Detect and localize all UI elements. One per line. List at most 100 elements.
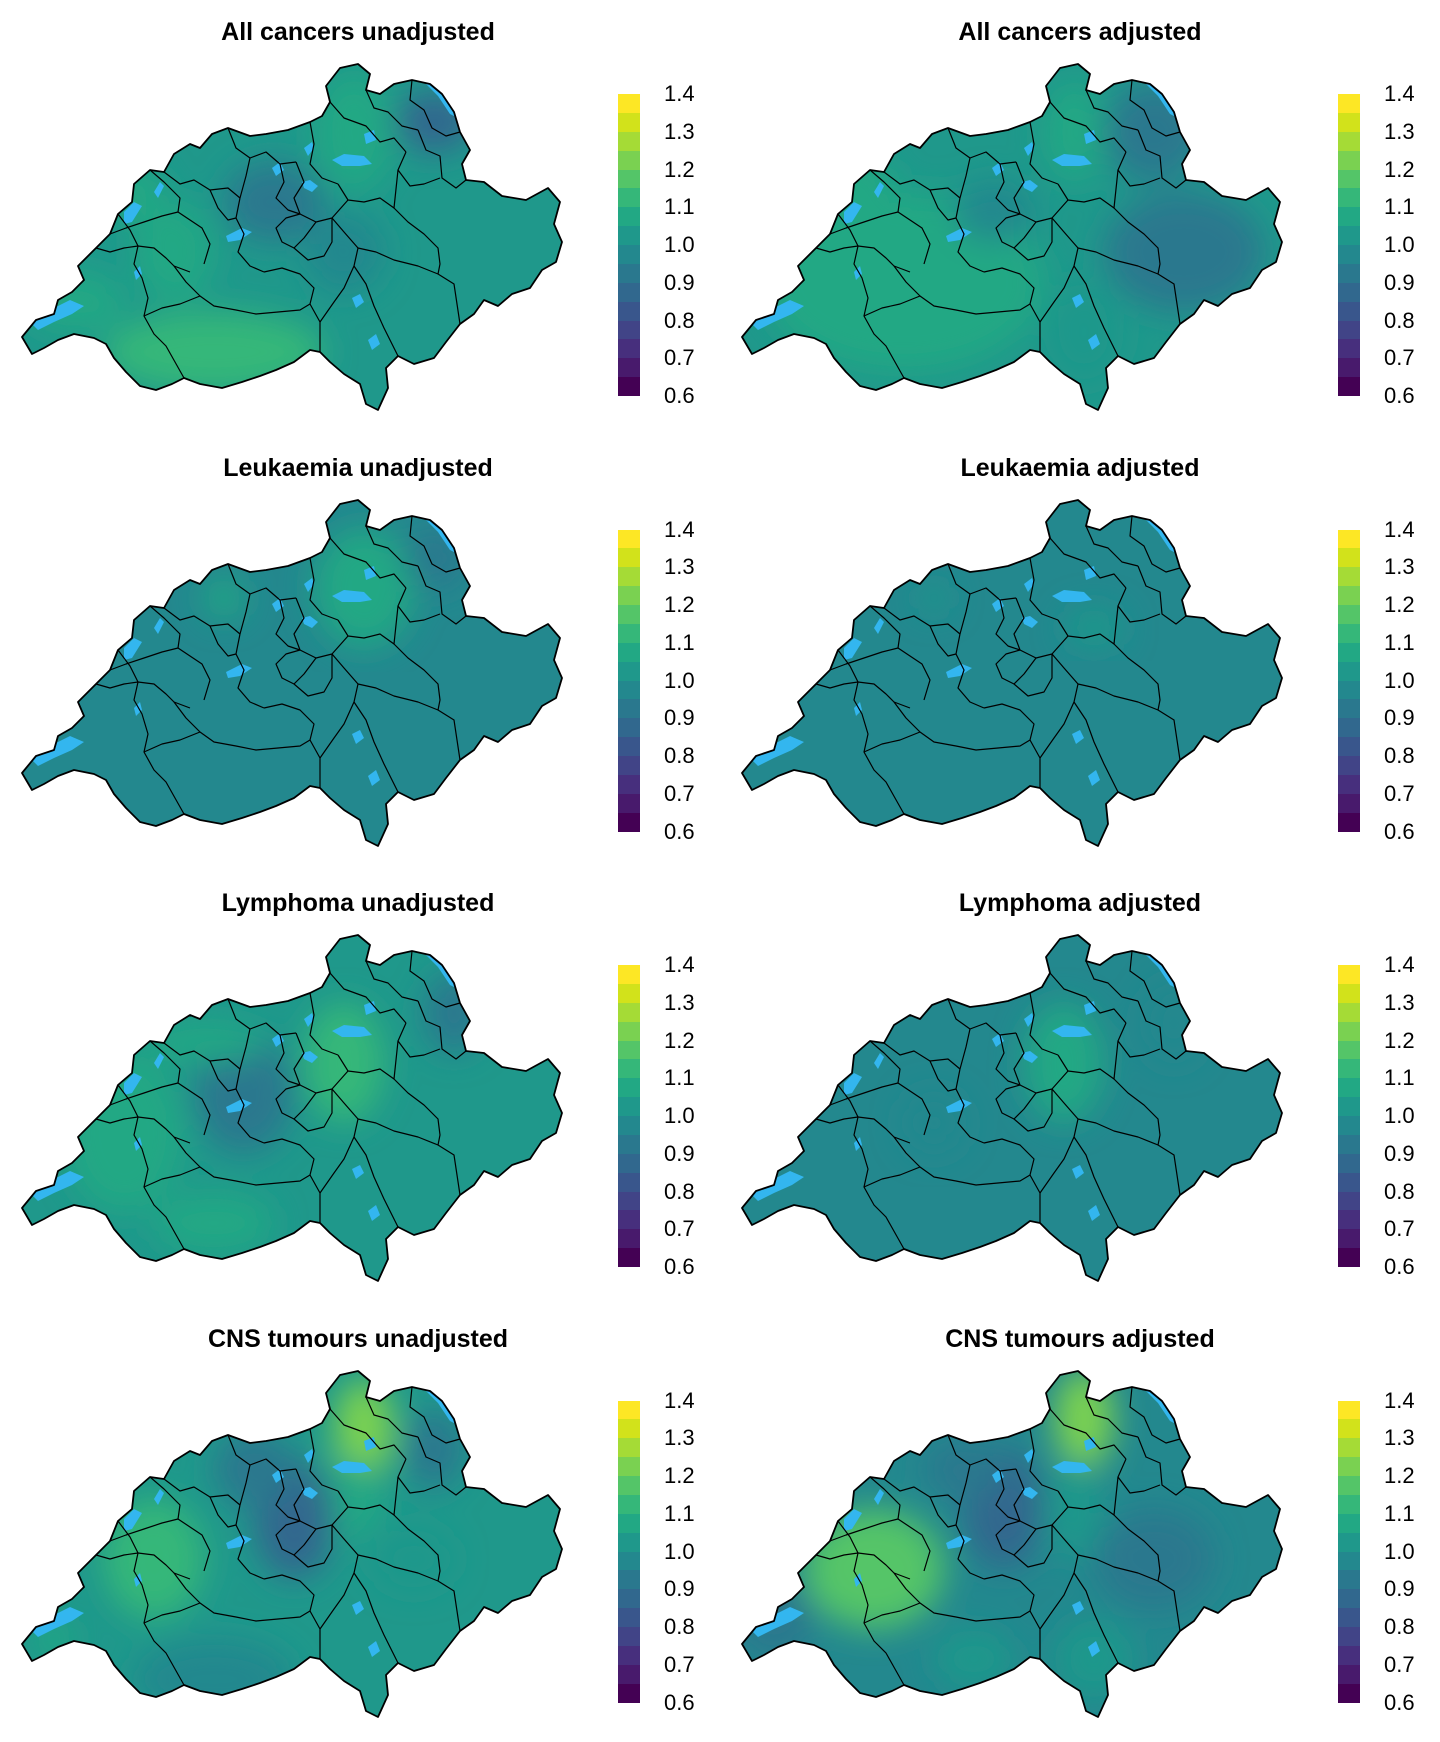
lake (410, 72, 458, 118)
legend-swatch (618, 1002, 640, 1022)
risk-field-blob (918, 583, 950, 612)
legend-swatch (618, 793, 640, 813)
legend-swatch (1338, 1513, 1360, 1533)
lake (992, 1468, 1004, 1483)
canton-border (837, 213, 905, 379)
canton-border (393, 207, 441, 275)
switzerland-map (21, 498, 563, 847)
canton-border (409, 950, 461, 1008)
lake (154, 1053, 164, 1069)
lake (1024, 1448, 1034, 1463)
legend-swatch (618, 150, 640, 170)
canton-border (417, 1436, 467, 1496)
lake (134, 701, 142, 716)
panel-title: All cancers unadjusted (221, 18, 495, 46)
legend-swatch (1338, 1191, 1360, 1211)
lake (352, 1165, 364, 1179)
canton-border (869, 1476, 901, 1519)
lake (154, 617, 164, 634)
canton-border (337, 605, 399, 645)
legend-swatch (618, 1172, 640, 1192)
risk-field-blob (404, 527, 464, 588)
canton-border (883, 607, 961, 634)
legend-swatch (1338, 1116, 1360, 1135)
legend-swatch (618, 623, 640, 643)
legend-colorbar (1338, 94, 1360, 396)
canton-border (857, 680, 911, 709)
legend-swatch (618, 320, 640, 340)
lake (410, 1378, 458, 1425)
lake (1052, 1460, 1092, 1473)
canton-border (143, 295, 201, 317)
legend-swatch (1338, 1532, 1360, 1552)
lake (32, 1606, 84, 1637)
lake (272, 1468, 284, 1483)
legend-swatch (618, 358, 640, 378)
legend-tick-label: 1.2 (1384, 1463, 1415, 1488)
canton-border (947, 998, 1017, 1036)
legend-swatch (1338, 1153, 1360, 1173)
canton-border (239, 1464, 251, 1505)
legend-tick-label: 0.9 (664, 1576, 695, 1602)
legend-swatch (618, 983, 640, 1003)
canton-border (883, 1042, 961, 1070)
legend-tick-label: 1.4 (664, 81, 695, 106)
lake (1072, 1600, 1084, 1615)
legend-swatch (1338, 226, 1360, 245)
canton-border (1113, 207, 1161, 275)
legend-swatch (618, 567, 640, 587)
canton-border (1085, 960, 1139, 1002)
legend-tick-label: 1.3 (1384, 1425, 1415, 1451)
legend-swatch (618, 1551, 640, 1571)
canton-border (1049, 101, 1127, 153)
legend-swatch (1338, 1627, 1360, 1646)
legend-swatch (618, 282, 640, 302)
lake (752, 1606, 804, 1637)
legend-tick-label: 0.8 (664, 1614, 695, 1639)
legend-swatch (618, 263, 640, 283)
risk-field-blob (1044, 282, 1124, 382)
legend-swatch (1338, 623, 1360, 643)
legend-swatch (1338, 1457, 1360, 1476)
lake (1072, 294, 1084, 308)
canton-border (337, 169, 399, 209)
canton-border (995, 213, 1021, 249)
canton-border (995, 648, 1021, 685)
legend-swatch (618, 1248, 640, 1267)
map-panel-cns-adj: CNS tumours adjusted 1.4 1.3 1.2 1.1 1.0 0.9 0.… (720, 1307, 1440, 1742)
legend-swatch (618, 1040, 640, 1060)
canton-border (815, 1551, 859, 1560)
legend-tick-label: 1.2 (1384, 156, 1415, 182)
canton-border (275, 1034, 301, 1086)
legend-tick-label: 1.2 (664, 156, 695, 182)
canton-border (365, 1396, 419, 1438)
legend-swatch (618, 1191, 640, 1211)
canton-border (365, 525, 419, 567)
legend-tick-label: 1.1 (1384, 629, 1415, 655)
lake (752, 1171, 804, 1201)
legend-tick-label: 1.3 (1384, 554, 1415, 580)
legend-swatch (1338, 812, 1360, 832)
legend-swatch (618, 1645, 640, 1665)
legend-tick-label: 1.3 (664, 1425, 695, 1451)
lake (134, 1137, 142, 1151)
canton-border (173, 1572, 311, 1622)
legend-swatch (618, 605, 640, 624)
legend-tick-label: 0.7 (1384, 1216, 1415, 1242)
legend-swatch (1338, 131, 1360, 151)
legend-swatch (1338, 245, 1360, 264)
color-legend: 1.4 1.3 1.2 1.1 1.0 0.9 0.8 0.7 0.6 (618, 1389, 713, 1713)
canton-border (1077, 1553, 1181, 1631)
legend-tick-label: 1.2 (1384, 592, 1415, 617)
canton-border (275, 1519, 301, 1556)
canton-border (1085, 1396, 1139, 1438)
legend-swatch (1338, 680, 1360, 700)
lake (272, 1033, 284, 1047)
color-legend: 1.4 1.3 1.2 1.1 1.0 0.9 0.8 0.7 0.6 (618, 954, 713, 1278)
canton-border (293, 653, 333, 697)
legend-swatch (1338, 586, 1360, 605)
canton-border (1085, 525, 1139, 567)
lake (352, 729, 364, 744)
lake (1024, 577, 1034, 592)
canton-border (239, 1028, 251, 1070)
